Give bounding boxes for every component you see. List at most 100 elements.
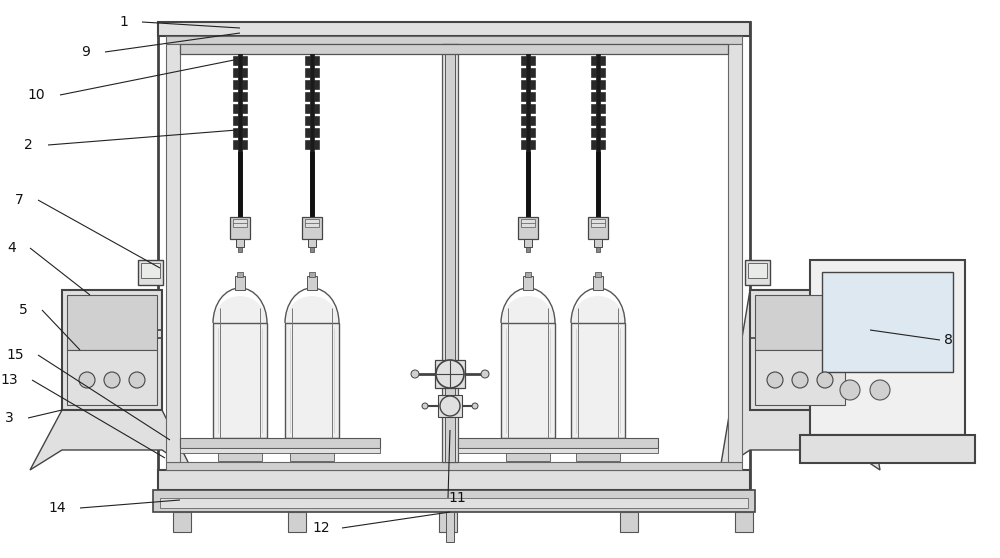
Bar: [166, 30, 742, 482]
Bar: [518, 217, 538, 239]
Bar: [600, 116, 605, 125]
Bar: [591, 140, 596, 149]
Circle shape: [129, 372, 145, 388]
Bar: [62, 290, 162, 410]
Circle shape: [792, 372, 808, 388]
Text: 1: 1: [119, 15, 128, 29]
Bar: [438, 395, 462, 417]
Bar: [591, 116, 596, 125]
Bar: [530, 68, 535, 77]
Bar: [530, 116, 535, 125]
Bar: [526, 152, 530, 217]
Bar: [314, 68, 319, 77]
Bar: [800, 435, 975, 463]
Bar: [310, 54, 314, 224]
Polygon shape: [720, 290, 880, 470]
Circle shape: [472, 403, 478, 409]
Bar: [305, 219, 319, 227]
Bar: [600, 128, 605, 137]
Polygon shape: [30, 410, 192, 470]
Text: 10: 10: [27, 88, 45, 102]
Bar: [530, 104, 535, 113]
Text: 7: 7: [15, 193, 24, 207]
Bar: [745, 260, 770, 285]
Wedge shape: [571, 296, 625, 323]
Wedge shape: [285, 296, 339, 323]
Bar: [166, 36, 742, 44]
Bar: [750, 290, 850, 410]
Text: 15: 15: [6, 348, 24, 362]
Bar: [314, 140, 319, 149]
Bar: [238, 54, 242, 224]
Bar: [305, 80, 310, 89]
Bar: [236, 239, 244, 247]
Bar: [506, 453, 550, 461]
Text: 2: 2: [24, 138, 33, 152]
Bar: [314, 128, 319, 137]
Bar: [458, 438, 658, 448]
Bar: [525, 272, 531, 277]
Bar: [526, 54, 530, 224]
Bar: [233, 104, 238, 113]
Bar: [596, 54, 600, 224]
Bar: [501, 323, 555, 438]
Bar: [530, 56, 535, 65]
Bar: [238, 247, 242, 252]
Bar: [810, 260, 965, 435]
Circle shape: [767, 372, 783, 388]
Bar: [445, 44, 455, 462]
Bar: [242, 68, 247, 77]
Bar: [166, 462, 742, 470]
Circle shape: [104, 372, 120, 388]
Bar: [218, 453, 262, 461]
Bar: [530, 128, 535, 137]
Bar: [233, 56, 238, 65]
Circle shape: [870, 380, 890, 400]
Circle shape: [436, 360, 464, 388]
Bar: [233, 80, 238, 89]
Bar: [310, 152, 314, 217]
Bar: [755, 350, 845, 405]
Bar: [591, 128, 596, 137]
Text: 12: 12: [312, 521, 330, 535]
Bar: [596, 152, 600, 217]
Bar: [446, 512, 454, 542]
Bar: [233, 140, 238, 149]
Bar: [233, 92, 238, 101]
Bar: [305, 56, 310, 65]
Bar: [530, 80, 535, 89]
Bar: [591, 80, 596, 89]
Bar: [591, 219, 605, 227]
Bar: [242, 92, 247, 101]
Bar: [439, 512, 457, 532]
Bar: [305, 116, 310, 125]
Wedge shape: [501, 296, 555, 323]
Text: 14: 14: [48, 501, 66, 515]
Bar: [238, 152, 242, 217]
Bar: [521, 56, 526, 65]
Bar: [242, 56, 247, 65]
Bar: [314, 116, 319, 125]
Bar: [314, 56, 319, 65]
Bar: [285, 323, 339, 438]
Bar: [822, 272, 953, 372]
Bar: [213, 323, 267, 438]
Bar: [305, 128, 310, 137]
Circle shape: [411, 370, 419, 378]
Circle shape: [440, 396, 460, 416]
Text: 9: 9: [81, 45, 90, 59]
Text: 4: 4: [7, 241, 16, 255]
Bar: [242, 128, 247, 137]
Bar: [305, 104, 310, 113]
Bar: [600, 68, 605, 77]
Bar: [521, 92, 526, 101]
Bar: [435, 360, 465, 388]
Bar: [442, 44, 458, 462]
Text: 3: 3: [5, 411, 14, 425]
Bar: [180, 438, 380, 448]
Bar: [302, 217, 322, 239]
Bar: [153, 490, 755, 512]
Text: 5: 5: [19, 303, 28, 317]
Circle shape: [79, 372, 95, 388]
Bar: [576, 453, 620, 461]
